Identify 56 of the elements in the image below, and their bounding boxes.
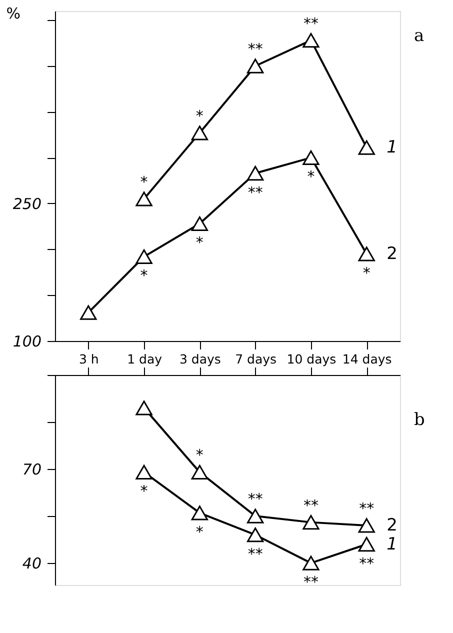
point [302,150,320,165]
point [358,246,375,262]
point [191,464,208,480]
series-label: 2 [386,515,398,536]
annotation: ** [303,14,319,32]
annotation: * [196,106,204,125]
annotation: * [140,482,148,500]
text: a [414,26,424,46]
point [246,166,264,181]
y-tick-label: 250 [12,195,42,213]
point [302,33,320,48]
point [246,58,264,74]
point [191,216,208,231]
x-tick-label: 1 day [127,352,163,366]
y-tick-label: 100 [12,332,42,350]
annotation: ** [248,490,264,508]
series-label: 1 [386,534,398,554]
annotation: ** [303,573,319,592]
point [80,305,97,320]
point [302,514,320,530]
annotation: * [196,234,204,252]
point [358,518,375,533]
x-tick-label: 7 days [235,352,277,366]
annotation: ** [303,496,319,514]
y-tick-label: 40 [22,554,42,573]
text: b [414,410,425,430]
x-tick-label: 3 days [179,352,221,366]
point [191,126,208,140]
annotation: ** [248,40,264,58]
annotation: * [196,522,204,541]
annotation: * [362,264,371,282]
point [358,536,375,552]
point [358,140,375,155]
annotation: ** [359,499,375,518]
annotation: ** [359,554,375,572]
x-tick-label: 10 days [286,352,336,366]
point [246,508,264,524]
point [136,464,152,480]
annotation: * [196,446,204,464]
annotation: ** [248,544,264,563]
point [191,506,208,520]
annotation: * [140,266,148,285]
point [302,556,320,570]
point [136,400,152,416]
x-tick-label: 14 days [342,352,392,366]
point [136,192,152,206]
y-tick-label: 70 [22,460,42,479]
y-axis-title: % [6,4,20,22]
annotation: * [307,168,316,186]
point [246,528,264,542]
series-label: 2 [386,244,398,264]
x-tick-label: 3 h [78,352,99,366]
series-label: 1 [386,138,398,158]
annotation: ** [248,183,264,202]
point [136,249,152,264]
annotation: * [140,172,148,191]
